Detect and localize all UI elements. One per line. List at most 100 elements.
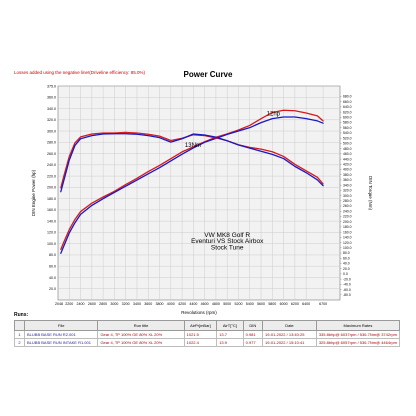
x-tick-label: 3000 xyxy=(110,302,118,306)
runs-header-row: File Run title AirPr[mBar] AirT[°C] DIN … xyxy=(13,320,401,331)
x-tick-label: 6700 xyxy=(319,302,327,306)
table-row[interactable]: 2 BLUBB BASE RUN INTAKE R1.001 Gear 4, T… xyxy=(13,338,401,347)
col-index xyxy=(13,320,26,331)
y-tick-label: 340.0 xyxy=(47,107,56,111)
y2-tick-label: 540.0 xyxy=(343,131,352,135)
chart-annotation: 13Nm xyxy=(185,143,201,149)
y2-tick-label: 660.0 xyxy=(343,100,352,104)
y2-tick-label: -40.0 xyxy=(343,283,351,287)
power-curve xyxy=(60,109,324,250)
driveline-loss-note: Losses added using the negative line!(Dr… xyxy=(14,70,145,75)
y2-tick-label: 160.0 xyxy=(343,230,352,234)
col-air-pressure: AirPr[mBar] xyxy=(183,320,218,331)
x-tick-label: 6400 xyxy=(302,302,310,306)
run-file: BLUBB BASE RUN INTAKE R1.001 xyxy=(24,338,99,347)
run-air-pressure: 1022.4 xyxy=(183,338,218,347)
run-max-rates: 335.8bhp@ 6037rpm / 536.7Nm@ 3742rpm xyxy=(315,330,401,339)
curve-lines xyxy=(60,109,324,254)
y2-tick-label: 440.0 xyxy=(343,157,352,161)
run-air-temp: 13.7 xyxy=(216,330,244,339)
y2-tick-label: 40.0 xyxy=(343,262,350,266)
run-title: Gear 4, TP 100% OE 80% XL 20% xyxy=(97,338,185,347)
y-tick-label: 60.0 xyxy=(49,265,56,269)
y2-tick-label: -80.0 xyxy=(343,293,351,297)
x-tick-label: 3800 xyxy=(156,302,164,306)
table-row[interactable]: 1 BLUBB BASE RUN R2.001 Gear 4, TP 100% … xyxy=(13,330,401,339)
x-tick-label: 3200 xyxy=(122,302,130,306)
col-file: File xyxy=(24,320,99,331)
y2-tick-label: 380.0 xyxy=(343,173,352,177)
y2-tick-label: 460.0 xyxy=(343,152,352,156)
run-index: 1 xyxy=(13,330,26,339)
y-tick-label: 40.0 xyxy=(49,276,56,280)
chart-annotation: VW MK8 Golf R xyxy=(204,232,250,239)
run-date: 19-01-2022 / 15:10:41 xyxy=(262,338,317,347)
y-tick-label: 320.0 xyxy=(47,118,56,122)
y2-tick-label: -60.0 xyxy=(343,288,351,292)
y-tick-label: 80.0 xyxy=(49,253,56,257)
x-tick-label: 5200 xyxy=(234,302,242,306)
y2-tick-label: 560.0 xyxy=(343,126,352,130)
x-tick-label: 3400 xyxy=(133,302,141,306)
y-tick-label: 280.0 xyxy=(47,141,56,145)
y2-tick-label: 520.0 xyxy=(343,136,352,140)
runs-title: Runs: xyxy=(14,312,29,318)
x-tick-label: 4200 xyxy=(178,302,186,306)
chart-annotation: 12hp xyxy=(267,111,281,117)
y2-tick-label: 200.0 xyxy=(343,220,352,224)
y2-tick-label: 60.0 xyxy=(343,256,350,260)
y-tick-label: 120.0 xyxy=(47,231,56,235)
x-axis-ticks: 2200 2400 2600 2800 3000 3200 3400 3600 3800 4000… xyxy=(55,302,327,306)
x-tick-label: 2048 xyxy=(55,302,63,306)
col-din: DIN xyxy=(242,320,264,331)
y2-tick-label: 420.0 xyxy=(343,162,352,166)
plot-area xyxy=(57,85,341,301)
run-air-temp: 13.9 xyxy=(216,338,244,347)
chart-annotation: Eventuri VS Stock Airbox xyxy=(191,238,264,245)
y-tick-label: 360.0 xyxy=(47,96,56,100)
y2-tick-label: 180.0 xyxy=(343,225,352,229)
y-tick-label: 140.0 xyxy=(47,219,56,223)
run-air-pressure: 1021.5 xyxy=(183,330,218,339)
y2-tick-label: 580.0 xyxy=(343,121,352,125)
col-air-temp: AirT[°C] xyxy=(216,320,244,331)
y2-tick-label: 680.0 xyxy=(343,95,352,99)
y2-tick-label: 400.0 xyxy=(343,168,352,172)
chart-annotation: Stock Tune xyxy=(211,244,244,251)
y2-tick-label: 500.0 xyxy=(343,142,352,146)
x-tick-label: 4400 xyxy=(189,302,197,306)
y-tick-label: 240.0 xyxy=(47,163,56,167)
y-tick-label: 260.0 xyxy=(47,152,56,156)
x-tick-label: 6200 xyxy=(291,302,299,306)
y2-axis-label: DIN Torque (Nm) xyxy=(368,176,373,210)
y-tick-label: 220.0 xyxy=(47,174,56,178)
y2-tick-label: 600.0 xyxy=(343,116,352,120)
y-tick-label: 300.0 xyxy=(47,129,56,133)
chart-title: Power Curve xyxy=(183,70,233,79)
y2-tick-label: 640.0 xyxy=(343,105,352,109)
run-din: 0.977 xyxy=(242,338,264,347)
col-run-title: Run title xyxy=(97,320,185,331)
x-tick-label: 4600 xyxy=(201,302,209,306)
x-axis-label: Revolutions (rpm) xyxy=(181,310,217,315)
run-max-rates: 325.8bhp@ 6057rpm / 536.7Nm@ 4464rpm xyxy=(315,338,401,347)
x-tick-label: 5400 xyxy=(246,302,254,306)
y2-tick-label: 360.0 xyxy=(343,178,352,182)
y2-tick-label: 80.0 xyxy=(343,251,350,255)
x-tick-label: 2200 xyxy=(65,302,73,306)
y2-tick-label: 100.0 xyxy=(343,246,352,250)
x-tick-label: 3600 xyxy=(144,302,152,306)
y2-tick-label: 300.0 xyxy=(343,194,352,198)
y2-tick-label: 140.0 xyxy=(343,236,352,240)
y-tick-label: 160.0 xyxy=(47,208,56,212)
x-tick-label: 2800 xyxy=(99,302,107,306)
x-tick-label: 5000 xyxy=(223,302,231,306)
y2-tick-label: 260.0 xyxy=(343,204,352,208)
y2-tick-label: 320.0 xyxy=(343,189,352,193)
y-tick-label: 180.0 xyxy=(47,197,56,201)
x-tick-label: 5800 xyxy=(268,302,276,306)
x-tick-label: 5600 xyxy=(257,302,265,306)
y2-tick-label: 220.0 xyxy=(343,215,352,219)
